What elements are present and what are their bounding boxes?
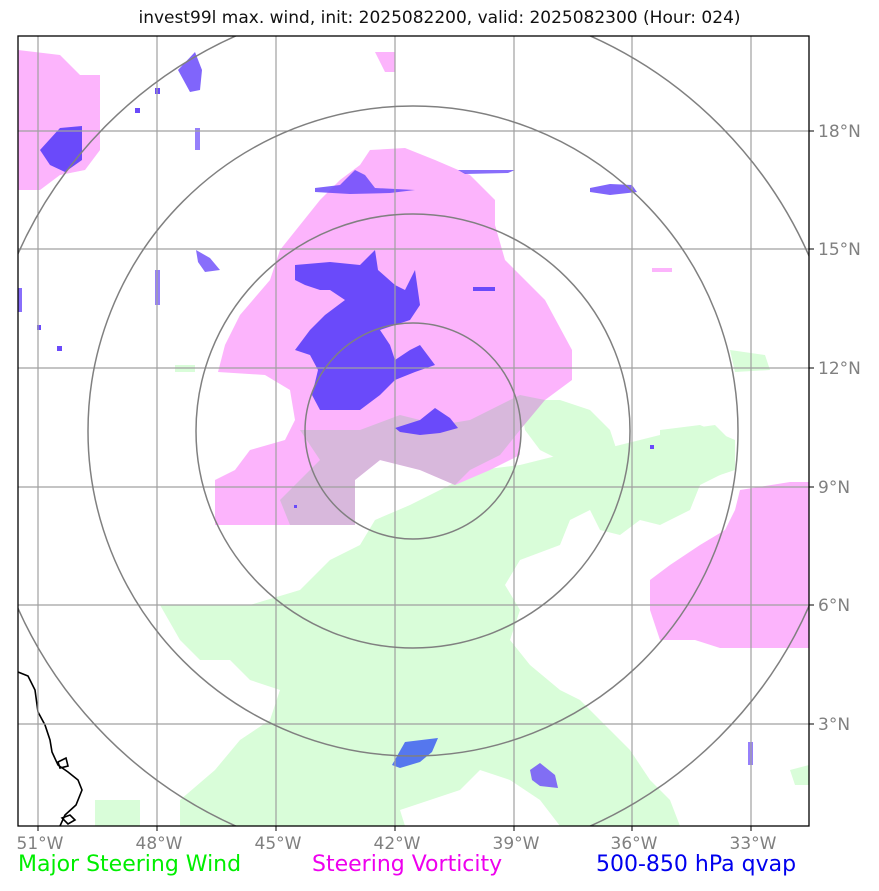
lat-label: 12°N: [818, 359, 861, 379]
legend-steering-wind: Major Steering Wind: [18, 852, 242, 877]
lat-label: 6°N: [818, 596, 850, 616]
lat-label: 3°N: [818, 715, 850, 735]
gridlines: [18, 36, 809, 826]
range-rings: [18, 36, 809, 826]
lat-label: 15°N: [818, 240, 861, 260]
steering-wind-layer: [95, 350, 809, 826]
coastline: [18, 671, 83, 826]
map-title: invest99l max. wind, init: 2025082200, v…: [138, 8, 741, 28]
lat-label: 18°N: [818, 122, 861, 142]
overlap-layer: [280, 395, 545, 525]
lon-label: 51°W: [17, 834, 64, 854]
legend-steering-vorticity: Steering Vorticity: [312, 852, 503, 877]
lon-label: 39°W: [493, 834, 540, 854]
lon-label: 33°W: [730, 834, 777, 854]
legend-qvap: 500-850 hPa qvap: [596, 852, 797, 877]
lon-label: 36°W: [611, 834, 658, 854]
lon-label: 45°W: [255, 834, 302, 854]
map-frame: [17, 35, 810, 827]
lat-label: 9°N: [818, 478, 850, 498]
lon-label: 48°W: [136, 834, 183, 854]
lon-label: 42°W: [374, 834, 421, 854]
qvap-layer: [18, 52, 753, 788]
